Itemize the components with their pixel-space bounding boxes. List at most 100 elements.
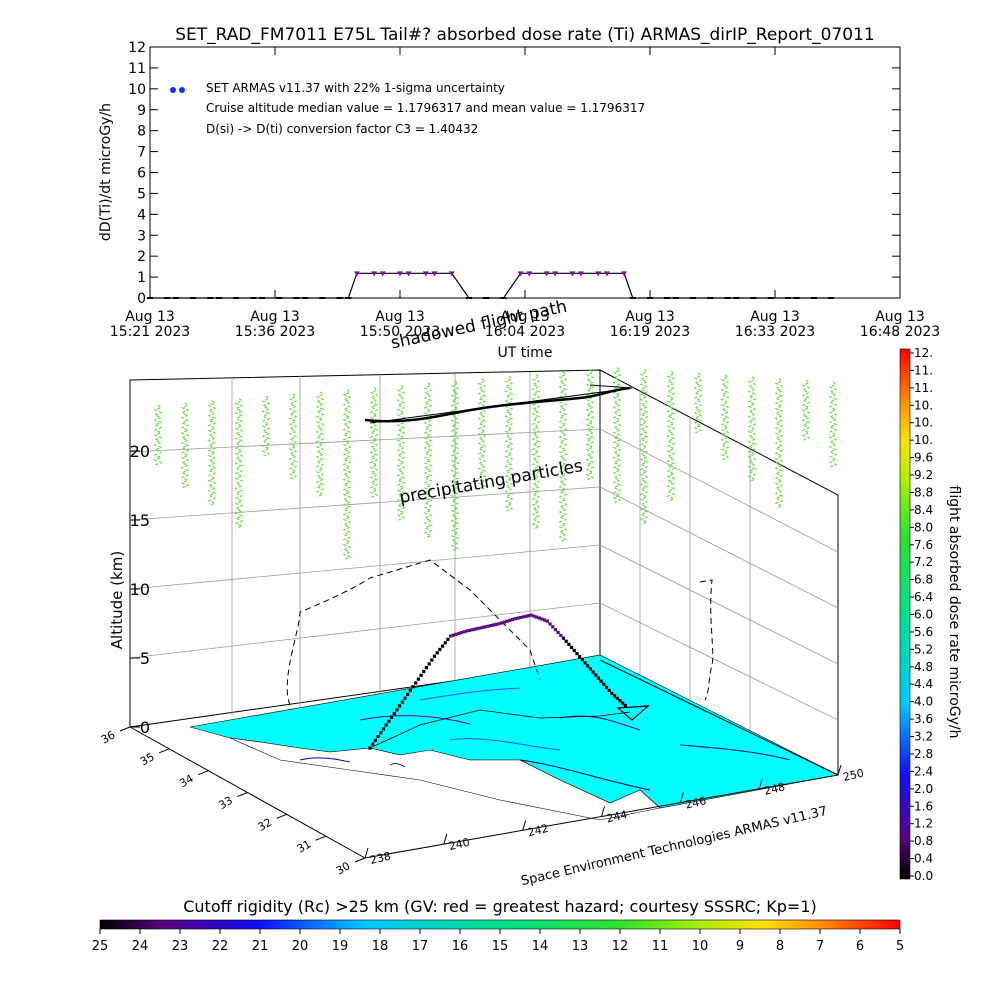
particle-column	[828, 381, 838, 468]
rigidity-tick-label: 18	[372, 939, 389, 954]
flight-point	[572, 648, 576, 653]
shadow-path-back	[286, 559, 541, 706]
lon-tick	[758, 778, 763, 789]
flight-point	[526, 614, 531, 618]
lat-tick-label: 36	[99, 728, 118, 746]
flight-point	[443, 641, 447, 645]
rigidity-tick-label: 6	[856, 939, 864, 954]
particle-column	[315, 391, 325, 498]
lon-tick	[837, 764, 842, 776]
flight-point	[489, 623, 493, 628]
rigidity-tick-label: 17	[412, 939, 429, 954]
flight-point	[449, 634, 453, 638]
rigidity-tick-label: 5	[896, 939, 904, 954]
data-point	[569, 271, 576, 277]
rigidity-tick-label: 10	[692, 939, 709, 954]
x-tick-label-date: Aug 13	[125, 309, 175, 325]
flight-point	[440, 644, 445, 648]
y-tick-label: 5	[137, 186, 146, 202]
flight-point	[430, 658, 434, 662]
lon-tick	[601, 806, 605, 817]
lat-tick	[315, 835, 327, 841]
legend-line-median: Cruise altitude median value = 1.1796317…	[206, 101, 645, 115]
dose-colorbar-tick-label: 0.4	[914, 852, 933, 866]
flight-point	[561, 636, 566, 640]
y-tick-label: 9	[137, 103, 146, 119]
flight-point	[492, 623, 496, 627]
flight-point	[548, 622, 552, 626]
lat-tick-label: 32	[256, 816, 275, 834]
rigidity-tick-label: 12	[612, 939, 629, 954]
flight-point	[494, 622, 498, 626]
flight-point	[481, 625, 485, 629]
flight-point	[502, 620, 506, 624]
flight-point	[438, 647, 442, 652]
flight-end-marker	[616, 705, 650, 721]
data-point	[405, 271, 412, 277]
y-tick-label: 0	[137, 291, 146, 307]
data-point	[379, 271, 386, 277]
dose-colorbar-tick-label: 8.0	[914, 520, 933, 534]
flight-point	[621, 701, 625, 705]
dose-colorbar-tick-label: 4.0	[914, 695, 933, 709]
flight-point	[575, 651, 579, 656]
flight-point	[594, 673, 598, 677]
y-tick-label: 8	[137, 124, 146, 140]
data-point	[422, 271, 429, 277]
dose-colorbar-tick-label: 11.	[914, 381, 933, 395]
particle-column	[369, 386, 379, 498]
particle-column	[396, 384, 406, 521]
flight-point	[411, 685, 415, 689]
rigidity-tick-label: 7	[816, 939, 824, 954]
flight-point	[513, 617, 517, 621]
lon-tick	[522, 820, 527, 831]
x-tick-label-date: Aug 13	[625, 309, 675, 325]
flight-point	[612, 694, 617, 698]
lat-tick	[276, 813, 287, 819]
particle-column	[747, 376, 757, 483]
particle-column	[207, 400, 217, 507]
flight-point	[505, 619, 509, 623]
alt-axis-label: Altitude (km)	[108, 551, 126, 649]
x-tick-label-date: Aug 13	[375, 309, 425, 325]
data-point	[603, 271, 610, 277]
flight-point	[580, 658, 584, 662]
data-point	[526, 271, 533, 277]
flight-point	[508, 618, 512, 622]
flight-point	[371, 742, 375, 746]
dose-colorbar-tick-label: 10.	[914, 398, 933, 412]
flight-point	[532, 614, 536, 618]
dose-colorbar-tick-label: 10.	[914, 433, 933, 447]
dose-colorbar-tick-label: 1.2	[914, 817, 933, 831]
series-line	[150, 272, 832, 299]
x-tick-label-time: 16:33 2023	[735, 324, 815, 340]
flight-point	[373, 738, 377, 742]
lon-axis: 238 240 242 244 246 248 250	[364, 764, 865, 867]
particle-column	[261, 395, 271, 457]
particle-column	[612, 367, 622, 504]
legend-line-series: SET ARMAS v11.37 with 22% 1-sigma uncert…	[206, 81, 505, 95]
flight-point	[569, 645, 574, 650]
rigidity-colorbar: Cutoff rigidity (Rc) >25 km (GV: red = g…	[92, 897, 904, 954]
flight-point	[545, 619, 549, 623]
dose-colorbar-tick-label: 6.8	[914, 573, 933, 587]
dose-colorbar-tick-label: 3.2	[914, 730, 933, 744]
legend-marker	[170, 87, 176, 93]
flight-point	[422, 669, 426, 674]
y-tick-label: 2	[137, 249, 146, 265]
particle-column	[801, 379, 811, 441]
flight-point	[516, 616, 520, 620]
rigidity-colorbar-label: Cutoff rigidity (Rc) >25 km (GV: red = g…	[183, 897, 817, 916]
y-tick-label: 11	[128, 61, 146, 77]
particle-column	[531, 373, 541, 530]
flight-point	[551, 625, 555, 629]
flight-point	[540, 617, 544, 621]
flight-point	[408, 689, 412, 693]
flight-point	[586, 664, 590, 668]
x-tick-label-time: 16:19 2023	[610, 324, 690, 340]
data-point	[621, 271, 628, 277]
y-tick-label: 4	[137, 207, 146, 223]
lat-tick-label: 31	[295, 838, 314, 856]
